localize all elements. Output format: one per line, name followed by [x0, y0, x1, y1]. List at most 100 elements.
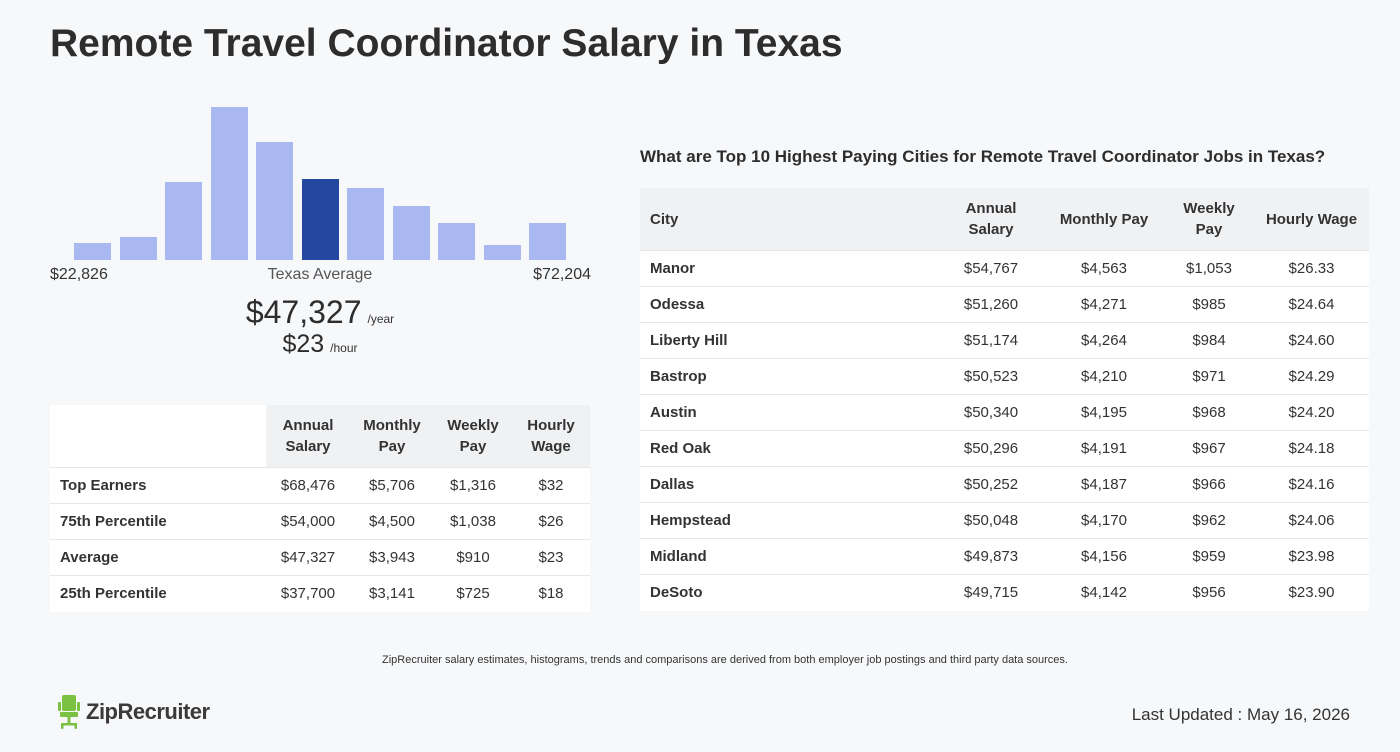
header-hourly-wage: Hourly Wage	[512, 405, 590, 468]
table-cell: $23.90	[1254, 574, 1369, 611]
table-row: DeSoto $49,715 $4,142 $956 $23.90	[640, 574, 1369, 611]
table-cell: $4,195	[1044, 394, 1164, 431]
table-row: Hempstead $50,048 $4,170 $962 $24.06	[640, 502, 1369, 539]
city-name: Midland	[640, 538, 938, 575]
header-annual-salary: Annual Salary	[938, 188, 1044, 251]
header-annual-salary: Annual Salary	[266, 405, 350, 468]
average-hourly-unit: /hour	[330, 341, 358, 355]
row-label: Average	[50, 539, 266, 576]
city-name: Liberty Hill	[640, 322, 938, 359]
histogram-bar	[74, 243, 111, 260]
table-cell: $985	[1164, 286, 1254, 323]
table-row: Austin $50,340 $4,195 $968 $24.20	[640, 394, 1369, 431]
table-cell: $4,191	[1044, 430, 1164, 467]
average-yearly-unit: /year	[367, 312, 395, 326]
table-row: Dallas $50,252 $4,187 $966 $24.16	[640, 466, 1369, 503]
table-cell: $956	[1164, 574, 1254, 611]
row-label: 75th Percentile	[50, 503, 266, 540]
histogram-min-label: $22,826	[50, 266, 108, 283]
table-cell: $68,476	[266, 467, 350, 504]
table-cell: $24.18	[1254, 430, 1369, 467]
header-weekly-pay: Weekly Pay	[434, 405, 512, 468]
city-name: Bastrop	[640, 358, 938, 395]
city-name: Manor	[640, 250, 938, 287]
table-cell: $32	[512, 467, 590, 504]
table-cell: $50,340	[938, 394, 1044, 431]
table-cell: $4,156	[1044, 538, 1164, 575]
histogram-bar	[483, 244, 521, 260]
histogram-bar	[392, 206, 430, 260]
table-cell: $50,048	[938, 502, 1044, 539]
table-cell: $50,523	[938, 358, 1044, 395]
table-cell: $51,174	[938, 322, 1044, 359]
table-cell: $968	[1164, 394, 1254, 431]
table-cell: $962	[1164, 502, 1254, 539]
histogram-bar	[165, 181, 202, 260]
table-cell: $4,142	[1044, 574, 1164, 611]
header-city: City	[640, 188, 938, 251]
table-cell: $1,038	[434, 503, 512, 540]
table-cell: $26	[512, 503, 590, 540]
city-name: Red Oak	[640, 430, 938, 467]
logo-text: ZipRecruiter	[86, 699, 210, 724]
disclaimer: ZipRecruiter salary estimates, histogram…	[382, 654, 1068, 666]
average-hourly-value: $23	[282, 330, 325, 358]
table-cell: $49,715	[938, 574, 1044, 611]
table-row: Odessa $51,260 $4,271 $985 $24.64	[640, 286, 1369, 323]
table-cell: $54,000	[266, 503, 350, 540]
table-cell: $4,187	[1044, 466, 1164, 503]
table-cell: $47,327	[266, 539, 350, 576]
table-cell: $3,943	[350, 539, 434, 576]
table-cell: $50,296	[938, 430, 1044, 467]
city-name: DeSoto	[640, 574, 938, 611]
cities-table: City Annual Salary Monthly Pay Weekly Pa…	[640, 188, 1369, 611]
table-cell: $959	[1164, 538, 1254, 575]
table-row: 25th Percentile $37,700 $3,141 $725 $18	[50, 575, 590, 612]
row-label: 25th Percentile	[50, 575, 266, 612]
cities-table-header: City Annual Salary Monthly Pay Weekly Pa…	[640, 188, 1369, 251]
row-label: Top Earners	[50, 467, 266, 504]
table-cell: $1,316	[434, 467, 512, 504]
table-cell: $24.06	[1254, 502, 1369, 539]
table-cell: $4,500	[350, 503, 434, 540]
table-cell: $967	[1164, 430, 1254, 467]
table-row: Manor $54,767 $4,563 $1,053 $26.33	[640, 250, 1369, 287]
table-cell: $4,563	[1044, 250, 1164, 287]
histogram-bar	[347, 188, 384, 260]
histogram-average-label: Texas Average	[267, 266, 373, 283]
city-name: Odessa	[640, 286, 938, 323]
table-cell: $984	[1164, 322, 1254, 359]
table-cell: $24.16	[1254, 466, 1369, 503]
table-cell: $18	[512, 575, 590, 612]
table-cell: $5,706	[350, 467, 434, 504]
percentile-table: Annual Salary Monthly Pay Weekly Pay Hou…	[50, 405, 590, 612]
table-cell: $24.64	[1254, 286, 1369, 323]
table-cell: $4,170	[1044, 502, 1164, 539]
city-name: Dallas	[640, 466, 938, 503]
table-cell: $54,767	[938, 250, 1044, 287]
ziprecruiter-logo[interactable]: ZipRecruiter	[58, 695, 210, 729]
table-cell: $23.98	[1254, 538, 1369, 575]
cities-heading: What are Top 10 Highest Paying Cities fo…	[640, 147, 1326, 166]
header-weekly-pay: Weekly Pay	[1164, 188, 1254, 251]
header-monthly-pay: Monthly Pay	[350, 405, 434, 468]
chair-icon	[58, 695, 80, 729]
table-row: 75th Percentile $54,000 $4,500 $1,038 $26	[50, 503, 590, 540]
histogram-bar	[438, 223, 475, 260]
table-row: Liberty Hill $51,174 $4,264 $984 $24.60	[640, 322, 1369, 359]
table-cell: $966	[1164, 466, 1254, 503]
histogram-max-label: $72,204	[533, 266, 591, 283]
city-name: Austin	[640, 394, 938, 431]
histogram-bar-average	[301, 178, 339, 260]
table-cell: $4,264	[1044, 322, 1164, 359]
salary-histogram	[50, 100, 590, 260]
table-cell: $910	[434, 539, 512, 576]
table-cell: $971	[1164, 358, 1254, 395]
average-yearly-value: $47,327	[245, 294, 362, 330]
page-title: Remote Travel Coordinator Salary in Texa…	[50, 22, 843, 65]
table-row: Midland $49,873 $4,156 $959 $23.98	[640, 538, 1369, 575]
table-row: Bastrop $50,523 $4,210 $971 $24.29	[640, 358, 1369, 395]
city-name: Hempstead	[640, 502, 938, 539]
table-cell: $51,260	[938, 286, 1044, 323]
table-cell: $49,873	[938, 538, 1044, 575]
